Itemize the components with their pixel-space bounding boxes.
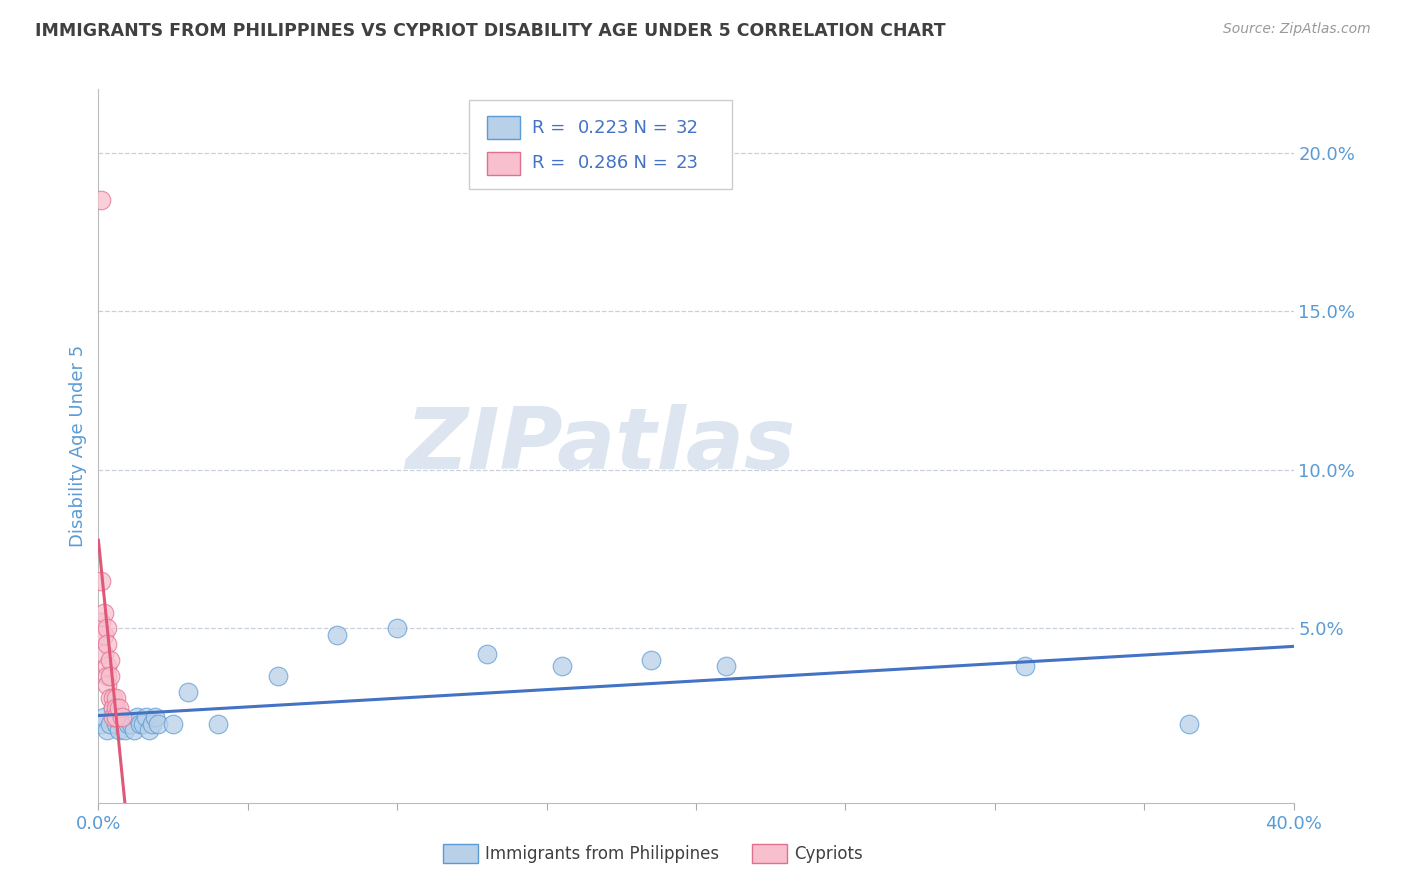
- Text: R =: R =: [533, 119, 571, 136]
- Point: [93, 628, 115, 642]
- Point: [96, 723, 118, 737]
- Point: [1178, 716, 1201, 731]
- Point: [207, 716, 229, 731]
- Point: [105, 716, 128, 731]
- Point: [124, 723, 146, 737]
- FancyBboxPatch shape: [470, 100, 733, 189]
- Point: [103, 710, 125, 724]
- Point: [177, 685, 200, 699]
- Text: 32: 32: [676, 119, 699, 136]
- Point: [105, 710, 128, 724]
- Point: [90, 193, 112, 207]
- Point: [714, 659, 737, 673]
- Text: Source: ZipAtlas.com: Source: ZipAtlas.com: [1223, 22, 1371, 37]
- Point: [96, 621, 118, 635]
- Text: Immigrants from Philippines: Immigrants from Philippines: [485, 845, 720, 863]
- Point: [475, 647, 498, 661]
- Point: [117, 716, 139, 731]
- Point: [108, 700, 131, 714]
- Point: [98, 691, 122, 706]
- Point: [138, 723, 160, 737]
- Text: R =: R =: [533, 154, 571, 172]
- Text: N =: N =: [621, 154, 673, 172]
- Point: [98, 653, 122, 667]
- Point: [96, 659, 118, 673]
- Point: [162, 716, 184, 731]
- Point: [98, 716, 122, 731]
- Text: 23: 23: [676, 154, 699, 172]
- Point: [143, 710, 166, 724]
- Point: [96, 669, 118, 683]
- Point: [385, 621, 409, 635]
- Point: [93, 647, 115, 661]
- Point: [640, 653, 662, 667]
- Point: [148, 716, 170, 731]
- Point: [135, 710, 157, 724]
- Point: [90, 615, 112, 629]
- Text: IMMIGRANTS FROM PHILIPPINES VS CYPRIOT DISABILITY AGE UNDER 5 CORRELATION CHART: IMMIGRANTS FROM PHILIPPINES VS CYPRIOT D…: [35, 22, 946, 40]
- Point: [93, 710, 115, 724]
- Point: [96, 678, 118, 692]
- Text: 0.223: 0.223: [578, 119, 628, 136]
- Point: [550, 659, 572, 673]
- Point: [120, 716, 142, 731]
- Point: [90, 628, 112, 642]
- Text: Cypriots: Cypriots: [794, 845, 863, 863]
- Point: [90, 716, 112, 731]
- Point: [132, 716, 155, 731]
- Point: [111, 710, 134, 724]
- Point: [96, 637, 118, 651]
- Point: [103, 700, 125, 714]
- Point: [108, 723, 131, 737]
- Point: [90, 574, 112, 588]
- Y-axis label: Disability Age Under 5: Disability Age Under 5: [69, 345, 87, 547]
- Point: [105, 691, 128, 706]
- Text: N =: N =: [621, 119, 673, 136]
- Point: [103, 691, 125, 706]
- Text: 0.286: 0.286: [578, 154, 628, 172]
- Point: [267, 669, 290, 683]
- Point: [93, 606, 115, 620]
- Point: [114, 723, 136, 737]
- Point: [141, 716, 163, 731]
- FancyBboxPatch shape: [486, 116, 520, 139]
- Text: ZIPatlas: ZIPatlas: [405, 404, 796, 488]
- Point: [129, 716, 152, 731]
- Point: [1014, 659, 1036, 673]
- Point: [127, 710, 149, 724]
- Point: [103, 700, 125, 714]
- FancyBboxPatch shape: [486, 152, 520, 175]
- Point: [105, 700, 128, 714]
- Point: [326, 628, 349, 642]
- Point: [111, 710, 134, 724]
- Point: [98, 669, 122, 683]
